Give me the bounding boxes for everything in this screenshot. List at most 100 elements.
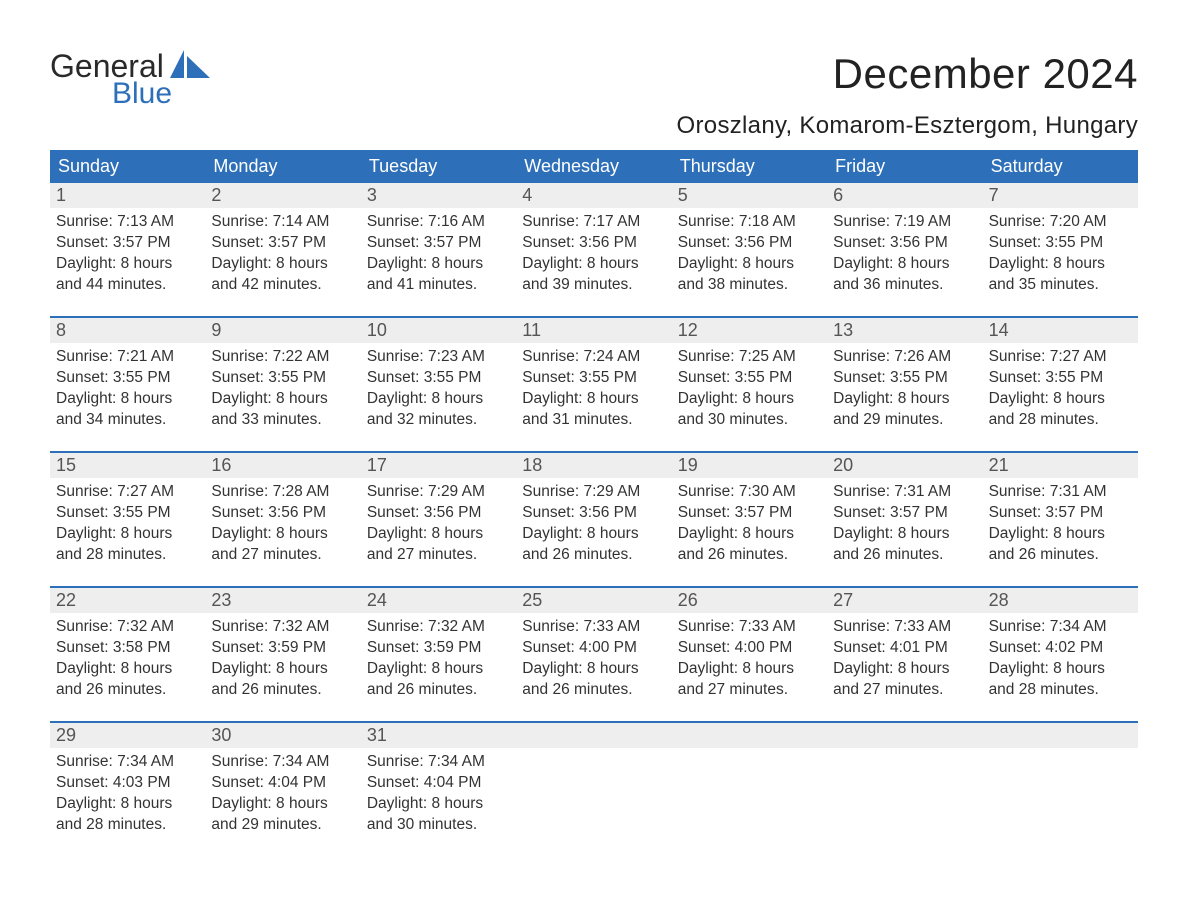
daylight-line-1: Daylight: 8 hours: [989, 389, 1132, 410]
sunrise-line: Sunrise: 7:34 AM: [989, 617, 1132, 638]
daylight-line-2: and 30 minutes.: [367, 815, 510, 836]
sunset-line: Sunset: 3:56 PM: [367, 503, 510, 524]
day-number-row: 1234567: [50, 183, 1138, 208]
sunset-line: Sunset: 4:00 PM: [522, 638, 665, 659]
daylight-line-1: Daylight: 8 hours: [989, 254, 1132, 275]
day-number: 13: [827, 318, 982, 343]
daylight-line-2: and 26 minutes.: [211, 680, 354, 701]
daylight-line-1: Daylight: 8 hours: [367, 524, 510, 545]
day-cell: [983, 748, 1138, 844]
day-cell: Sunrise: 7:29 AMSunset: 3:56 PMDaylight:…: [361, 478, 516, 574]
daylight-line-1: Daylight: 8 hours: [56, 524, 199, 545]
sunset-line: Sunset: 3:55 PM: [211, 368, 354, 389]
day-cell: Sunrise: 7:13 AMSunset: 3:57 PMDaylight:…: [50, 208, 205, 304]
day-number: 1: [50, 183, 205, 208]
day-number: 24: [361, 588, 516, 613]
day-number: 21: [983, 453, 1138, 478]
sunset-line: Sunset: 4:04 PM: [367, 773, 510, 794]
sunset-line: Sunset: 3:56 PM: [522, 503, 665, 524]
day-number: 20: [827, 453, 982, 478]
sunset-line: Sunset: 3:58 PM: [56, 638, 199, 659]
day-number: 7: [983, 183, 1138, 208]
sunset-line: Sunset: 3:55 PM: [56, 503, 199, 524]
daylight-line-2: and 26 minutes.: [56, 680, 199, 701]
day-number: [827, 723, 982, 748]
weekday-header: Wednesday: [516, 150, 671, 183]
sunset-line: Sunset: 3:56 PM: [522, 233, 665, 254]
day-number: 3: [361, 183, 516, 208]
sunrise-line: Sunrise: 7:33 AM: [678, 617, 821, 638]
sunset-line: Sunset: 3:55 PM: [56, 368, 199, 389]
day-cell: Sunrise: 7:31 AMSunset: 3:57 PMDaylight:…: [983, 478, 1138, 574]
daylight-line-2: and 34 minutes.: [56, 410, 199, 431]
day-number: 15: [50, 453, 205, 478]
daylight-line-1: Daylight: 8 hours: [56, 659, 199, 680]
day-cell: Sunrise: 7:18 AMSunset: 3:56 PMDaylight:…: [672, 208, 827, 304]
sunset-line: Sunset: 4:00 PM: [678, 638, 821, 659]
sunrise-line: Sunrise: 7:29 AM: [522, 482, 665, 503]
day-number: 25: [516, 588, 671, 613]
sunrise-line: Sunrise: 7:26 AM: [833, 347, 976, 368]
weekday-header: Tuesday: [361, 150, 516, 183]
day-number: 10: [361, 318, 516, 343]
daylight-line-2: and 26 minutes.: [833, 545, 976, 566]
daylight-line-1: Daylight: 8 hours: [211, 389, 354, 410]
day-number: 4: [516, 183, 671, 208]
brand-logo-bottom: Blue: [112, 79, 212, 109]
day-number: 5: [672, 183, 827, 208]
sunrise-line: Sunrise: 7:30 AM: [678, 482, 821, 503]
daylight-line-1: Daylight: 8 hours: [522, 389, 665, 410]
daylight-line-2: and 31 minutes.: [522, 410, 665, 431]
day-cell: Sunrise: 7:32 AMSunset: 3:59 PMDaylight:…: [361, 613, 516, 709]
daylight-line-2: and 28 minutes.: [56, 815, 199, 836]
weekday-header: Thursday: [672, 150, 827, 183]
brand-logo: General Blue: [50, 50, 212, 109]
daylight-line-2: and 26 minutes.: [367, 680, 510, 701]
daylight-line-1: Daylight: 8 hours: [522, 254, 665, 275]
location-subtitle: Oroszlany, Komarom-Esztergom, Hungary: [677, 112, 1138, 140]
day-cell: Sunrise: 7:33 AMSunset: 4:00 PMDaylight:…: [672, 613, 827, 709]
daylight-line-1: Daylight: 8 hours: [211, 524, 354, 545]
calendar-week: 15161718192021Sunrise: 7:27 AMSunset: 3:…: [50, 451, 1138, 574]
sunset-line: Sunset: 3:57 PM: [989, 503, 1132, 524]
daylight-line-1: Daylight: 8 hours: [367, 794, 510, 815]
day-number: 19: [672, 453, 827, 478]
daylight-line-1: Daylight: 8 hours: [833, 389, 976, 410]
daylight-line-1: Daylight: 8 hours: [678, 659, 821, 680]
daylight-line-2: and 27 minutes.: [367, 545, 510, 566]
title-block: December 2024 Oroszlany, Komarom-Eszterg…: [677, 50, 1138, 140]
sunrise-line: Sunrise: 7:34 AM: [56, 752, 199, 773]
day-cell: Sunrise: 7:31 AMSunset: 3:57 PMDaylight:…: [827, 478, 982, 574]
daylight-line-1: Daylight: 8 hours: [678, 389, 821, 410]
day-number: 17: [361, 453, 516, 478]
daylight-line-1: Daylight: 8 hours: [833, 659, 976, 680]
sunrise-line: Sunrise: 7:32 AM: [56, 617, 199, 638]
page-header: General Blue December 2024 Oroszlany, Ko…: [50, 50, 1138, 140]
calendar: SundayMondayTuesdayWednesdayThursdayFrid…: [50, 150, 1138, 844]
daylight-line-2: and 28 minutes.: [56, 545, 199, 566]
sunrise-line: Sunrise: 7:27 AM: [989, 347, 1132, 368]
sunset-line: Sunset: 3:55 PM: [522, 368, 665, 389]
day-cell: Sunrise: 7:34 AMSunset: 4:04 PMDaylight:…: [205, 748, 360, 844]
daylight-line-1: Daylight: 8 hours: [211, 794, 354, 815]
daylight-line-1: Daylight: 8 hours: [367, 389, 510, 410]
daylight-line-1: Daylight: 8 hours: [678, 254, 821, 275]
day-number: 31: [361, 723, 516, 748]
day-cell: Sunrise: 7:25 AMSunset: 3:55 PMDaylight:…: [672, 343, 827, 439]
daylight-line-1: Daylight: 8 hours: [56, 254, 199, 275]
day-cell: Sunrise: 7:24 AMSunset: 3:55 PMDaylight:…: [516, 343, 671, 439]
day-number: 30: [205, 723, 360, 748]
daylight-line-2: and 39 minutes.: [522, 275, 665, 296]
calendar-week: 891011121314Sunrise: 7:21 AMSunset: 3:55…: [50, 316, 1138, 439]
day-cell: Sunrise: 7:16 AMSunset: 3:57 PMDaylight:…: [361, 208, 516, 304]
day-cell: Sunrise: 7:19 AMSunset: 3:56 PMDaylight:…: [827, 208, 982, 304]
weekday-header: Saturday: [983, 150, 1138, 183]
daylight-line-2: and 26 minutes.: [522, 680, 665, 701]
day-number: 14: [983, 318, 1138, 343]
sunset-line: Sunset: 3:55 PM: [989, 368, 1132, 389]
daylight-line-1: Daylight: 8 hours: [522, 524, 665, 545]
day-number: [983, 723, 1138, 748]
day-cell: Sunrise: 7:28 AMSunset: 3:56 PMDaylight:…: [205, 478, 360, 574]
day-number: [516, 723, 671, 748]
weekday-header: Friday: [827, 150, 982, 183]
